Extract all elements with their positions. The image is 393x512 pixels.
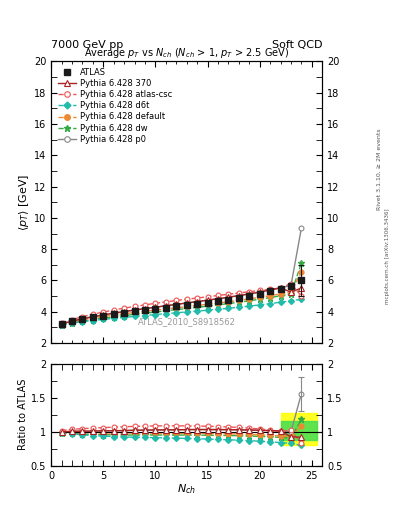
Text: Soft QCD: Soft QCD xyxy=(272,40,322,50)
Text: Rivet 3.1.10, ≥ 2M events: Rivet 3.1.10, ≥ 2M events xyxy=(377,128,382,210)
Y-axis label: Ratio to ATLAS: Ratio to ATLAS xyxy=(18,379,28,451)
Legend: ATLAS, Pythia 6.428 370, Pythia 6.428 atlas-csc, Pythia 6.428 d6t, Pythia 6.428 : ATLAS, Pythia 6.428 370, Pythia 6.428 at… xyxy=(55,66,175,146)
Y-axis label: $\langle p_T \rangle$ [GeV]: $\langle p_T \rangle$ [GeV] xyxy=(17,174,31,231)
Title: Average $p_T$ vs $N_{ch}$ ($N_{ch}$ > 1, $p_T$ > 2.5 GeV): Average $p_T$ vs $N_{ch}$ ($N_{ch}$ > 1,… xyxy=(84,46,289,60)
Text: ATLAS_2010_S8918562: ATLAS_2010_S8918562 xyxy=(138,317,236,326)
X-axis label: $N_{ch}$: $N_{ch}$ xyxy=(177,482,196,496)
Text: mcplots.cern.ch [arXiv:1306.3436]: mcplots.cern.ch [arXiv:1306.3436] xyxy=(385,208,389,304)
Text: 7000 GeV pp: 7000 GeV pp xyxy=(51,40,123,50)
